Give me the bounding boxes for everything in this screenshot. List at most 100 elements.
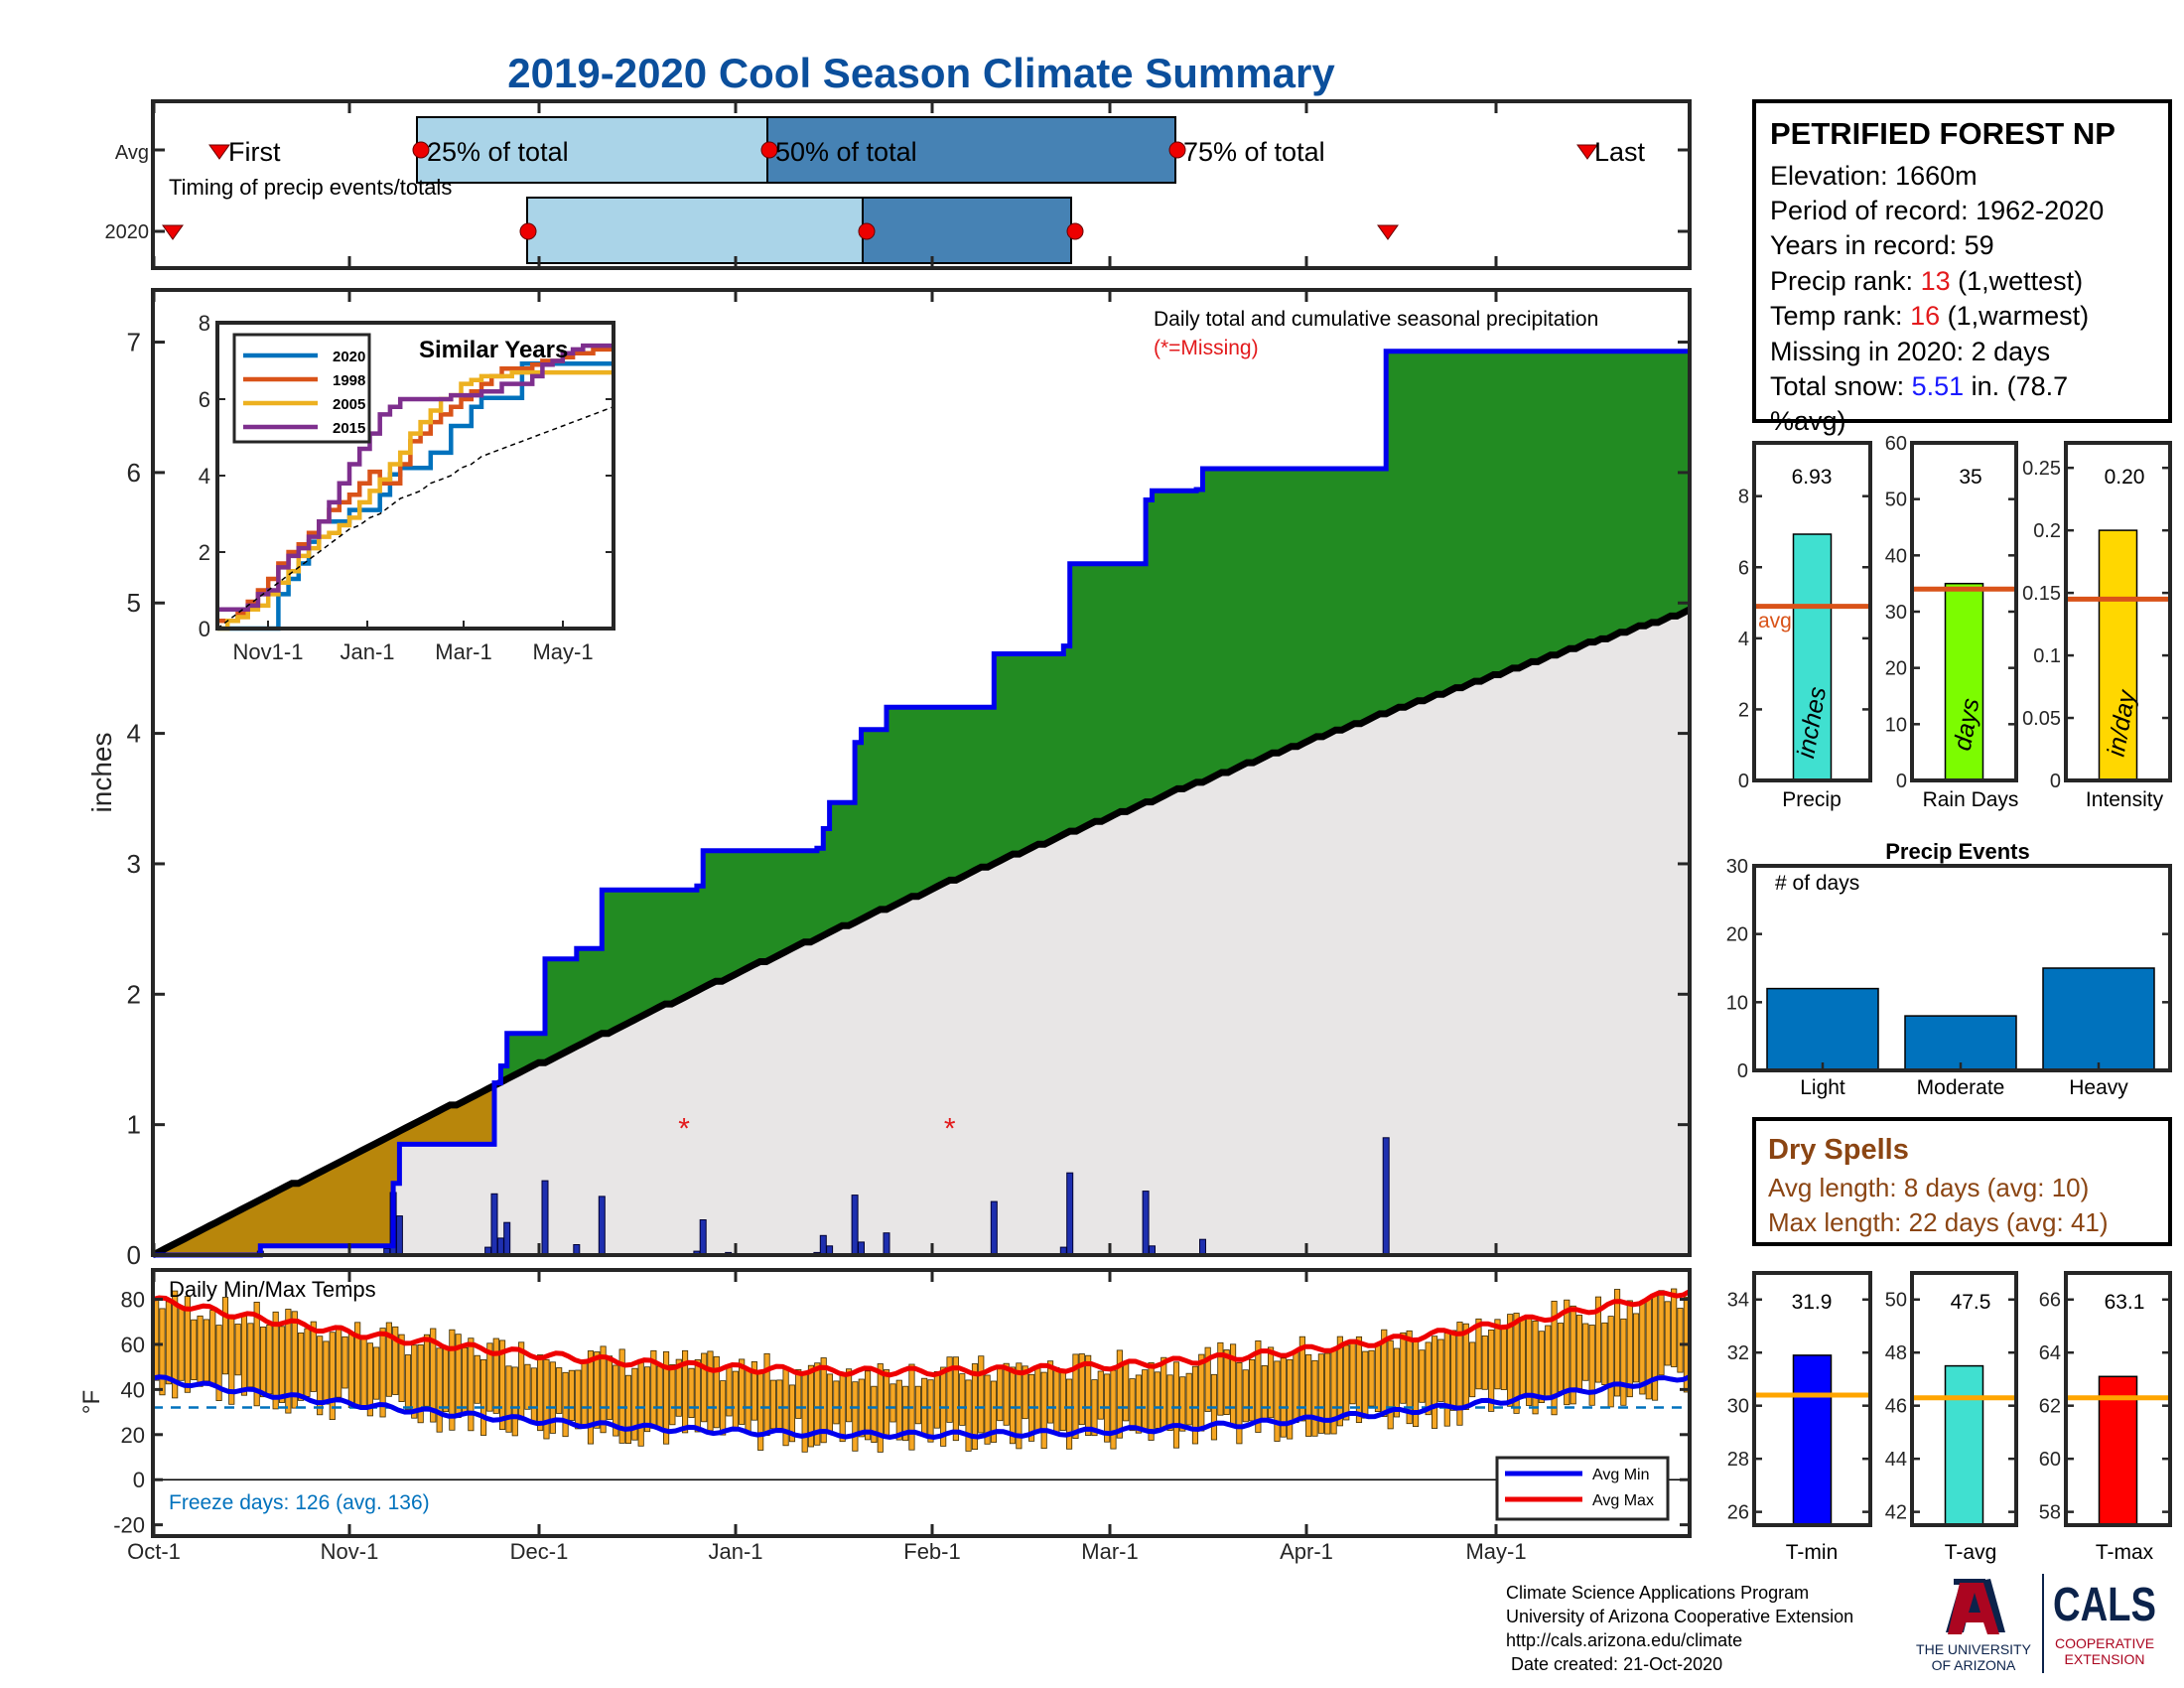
daily-temp-bar xyxy=(1059,1371,1066,1431)
avg-max-line xyxy=(152,1289,1692,1378)
small-y-label: 0.2 xyxy=(2033,520,2061,542)
temp-y-label: 60 xyxy=(121,1333,145,1357)
daily-temp-bar xyxy=(1456,1322,1463,1426)
daily-temp-bar xyxy=(1500,1327,1507,1390)
daily-temp-bar xyxy=(757,1372,764,1451)
daily-temp-bar xyxy=(1274,1360,1281,1442)
small-y-label: 0 xyxy=(1896,771,1907,792)
daily-temp-bar xyxy=(1432,1336,1438,1429)
last-label: Last xyxy=(1594,137,1646,167)
precip-rank-suffix: (1,wettest) xyxy=(1951,266,2084,296)
daily-temp-bar xyxy=(1406,1330,1413,1425)
daily-temp-bar xyxy=(209,1310,216,1387)
temp-y-label: -20 xyxy=(113,1513,145,1538)
month-tick-labels: Oct-1 Nov-1 Dec-1 Jan-1 Feb-1 Mar-1 Apr-… xyxy=(127,1539,1526,1564)
inset-x-label-1: Jan-1 xyxy=(340,639,394,664)
daily-temp-bar xyxy=(637,1358,644,1447)
daily-temp-bar xyxy=(221,1297,229,1375)
avg-cumulative-area xyxy=(153,609,1690,1255)
daily-temp-bar xyxy=(417,1344,424,1424)
daily-temp-bar xyxy=(1633,1313,1640,1383)
daily-temp-bar xyxy=(618,1348,625,1444)
y-tick-label: 1 xyxy=(127,1110,141,1140)
inset-lines xyxy=(216,343,614,632)
daily-temp-bar xyxy=(1191,1365,1199,1445)
missing-markers: * * xyxy=(678,1113,956,1146)
daily-temp-bar xyxy=(1374,1343,1382,1413)
daily-temp-bar xyxy=(1185,1372,1192,1426)
daily-temp-bar xyxy=(1166,1374,1173,1432)
daily-temp-bar xyxy=(1614,1289,1621,1397)
small-chart-rain_days: 0 10 20 30 40 50 60 xyxy=(1885,433,2018,792)
events-y-label: 20 xyxy=(1726,924,1748,946)
daily-temp-bar xyxy=(587,1350,595,1445)
university-logo: THE UNIVERSITY OF ARIZONA CALS COOPERATI… xyxy=(1916,1574,2156,1673)
footer-line-2: University of Arizona Cooperative Extens… xyxy=(1506,1607,1853,1626)
daily-temp-bar xyxy=(1677,1308,1684,1373)
daily-temp-bar xyxy=(788,1384,796,1443)
timing-note: Timing of precip events/totals xyxy=(169,175,452,200)
tavg-axis-label: T-avg xyxy=(1945,1541,1997,1564)
daily-temp-bar xyxy=(776,1379,783,1429)
daily-precip-bar xyxy=(541,1180,549,1256)
rain_days-bar xyxy=(1944,582,1984,781)
daily-temp-bar xyxy=(1488,1330,1495,1412)
daily-temp-bar xyxy=(952,1356,959,1442)
small-y-label: 32 xyxy=(1727,1342,1749,1364)
small-y-label: 44 xyxy=(1885,1449,1907,1471)
small-y-label: 60 xyxy=(2039,1449,2061,1471)
tmin-value-label: 31.9 xyxy=(1792,1291,1833,1314)
daily-temp-bar xyxy=(1053,1366,1060,1435)
snow-suffix: in. (78.7 xyxy=(1964,371,2068,401)
daily-temp-bar xyxy=(933,1371,940,1429)
daily-temp-bar xyxy=(285,1309,292,1414)
p75-2020-marker xyxy=(1066,222,1084,240)
dry-spells-title: Dry Spells xyxy=(1768,1134,1909,1166)
footer-line-4: Date created: 21-Oct-2020 xyxy=(1511,1654,1722,1674)
daily-precip-bar xyxy=(598,1196,606,1256)
y-tick-label: 0 xyxy=(127,1240,141,1270)
daily-temp-bar xyxy=(877,1363,884,1453)
small-y-label: 0 xyxy=(1738,771,1749,792)
temp-y-label: 80 xyxy=(121,1288,145,1313)
dry-spells-avg: Avg length: 8 days (avg: 10) xyxy=(1768,1173,2089,1202)
daily-temp-bar xyxy=(814,1362,821,1446)
station-period: Period of record: 1962-2020 xyxy=(1770,196,2104,225)
daily-temp-bar xyxy=(203,1319,210,1382)
avg-min-line xyxy=(152,1374,1691,1441)
daily-temp-bar xyxy=(1494,1319,1501,1390)
daily-temp-bar xyxy=(707,1350,714,1432)
daily-temp-bar xyxy=(392,1326,399,1395)
temp-frame xyxy=(151,1268,1692,1538)
daily-temp-bar xyxy=(1462,1323,1469,1410)
daily-temp-bar xyxy=(1072,1353,1079,1440)
small-y-label: 62 xyxy=(2039,1396,2061,1418)
intensity-value-label: 0.20 xyxy=(2105,466,2145,489)
month-label-apr: Apr-1 xyxy=(1280,1539,1333,1564)
daily-temp-bar xyxy=(278,1326,286,1403)
daily-temp-bar xyxy=(379,1328,386,1418)
daily-precip-bar xyxy=(699,1219,707,1256)
p25-label: 25% of total xyxy=(427,137,569,167)
inset-line-2005 xyxy=(217,369,614,632)
small-y-label: 26 xyxy=(1727,1502,1749,1524)
daily-precip-bar xyxy=(1066,1172,1074,1256)
events-y-label: 30 xyxy=(1726,856,1748,878)
daily-temp-bar xyxy=(1003,1362,1010,1426)
cals-logo-text: CALS xyxy=(2053,1579,2156,1631)
daily-temp-bar xyxy=(884,1369,890,1439)
daily-temp-bar xyxy=(669,1364,676,1426)
daily-temp-bar xyxy=(543,1358,550,1440)
daily-temp-bar xyxy=(323,1340,330,1405)
daily-temp-bar xyxy=(240,1313,248,1396)
daily-temp-bar xyxy=(430,1328,437,1423)
p50-marker xyxy=(760,141,778,159)
daily-temp-bar xyxy=(701,1352,708,1423)
inset-x-label-3: May-1 xyxy=(532,639,593,664)
p75-marker xyxy=(1168,141,1186,159)
daily-temp-bar xyxy=(927,1379,934,1443)
daily-temp-bar xyxy=(751,1361,757,1421)
small-y-label: 30 xyxy=(1885,602,1907,624)
daily-precip-bar xyxy=(851,1195,859,1256)
daily-temp-bar xyxy=(1298,1336,1305,1422)
